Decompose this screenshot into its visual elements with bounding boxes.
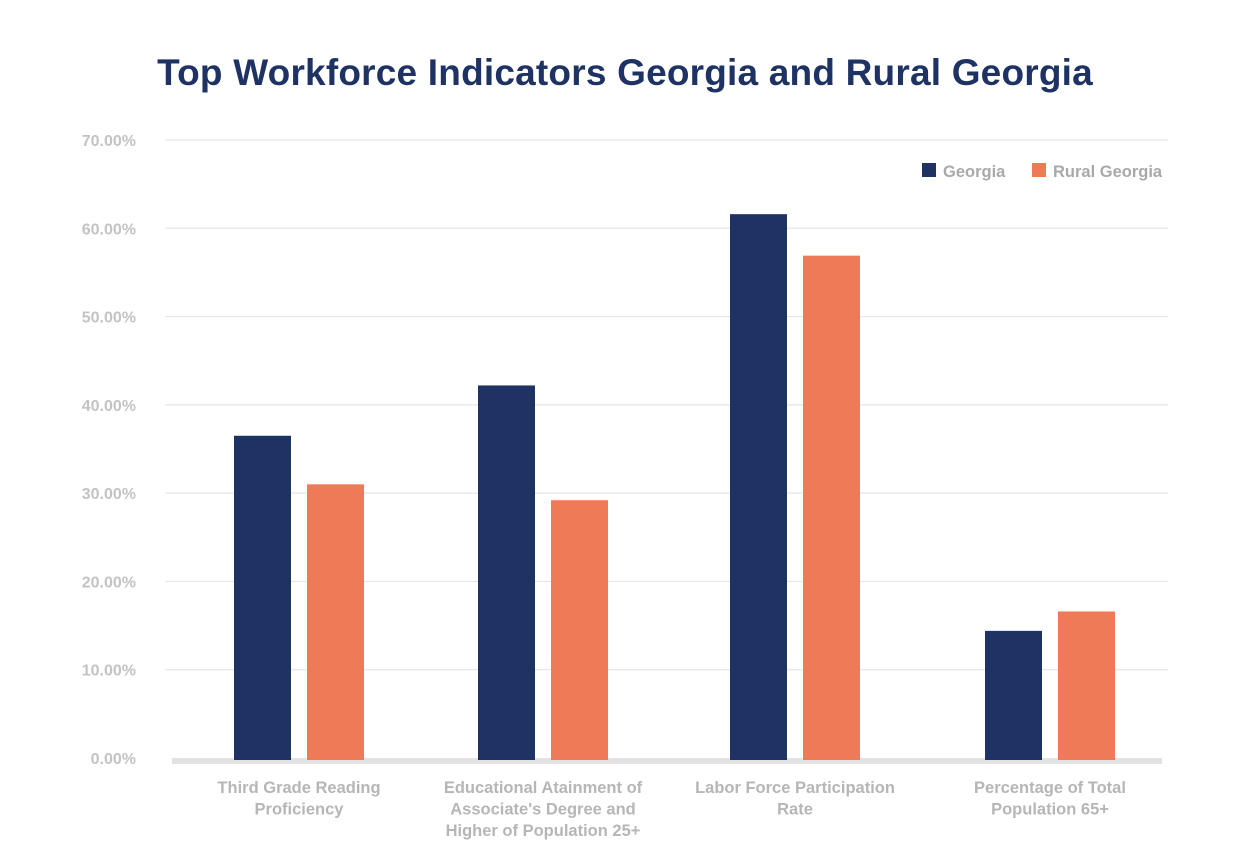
bar-rural-georgia (803, 255, 860, 760)
x-category-label: Percentage of Total (974, 779, 1126, 797)
legend-label-rural-georgia: Rural Georgia (1053, 163, 1163, 181)
y-tick-label: 60.00% (82, 221, 136, 238)
bar-rural-georgia (307, 484, 364, 760)
legend-swatch-georgia (922, 163, 936, 177)
legend-label-georgia: Georgia (943, 163, 1006, 181)
y-tick-label: 70.00% (82, 133, 136, 150)
bar-georgia (985, 630, 1042, 760)
bar-rural-georgia (1058, 611, 1115, 760)
chart-title: Top Workforce Indicators Georgia and Rur… (157, 52, 1093, 93)
bar-georgia (730, 214, 787, 760)
y-tick-label: 30.00% (82, 486, 136, 503)
x-category-label: Rate (777, 801, 813, 819)
y-tick-label: 20.00% (82, 574, 136, 591)
y-tick-label: 0.00% (91, 751, 136, 768)
x-category-label: Labor Force Participation (695, 779, 895, 797)
x-axis-line (172, 758, 1162, 764)
y-tick-label: 50.00% (82, 310, 136, 327)
legend-swatch-rural-georgia (1032, 163, 1046, 177)
x-category-label: Associate's Degree and (450, 801, 636, 819)
bar-rural-georgia (551, 500, 608, 760)
x-category-label: Educational Atainment of (444, 779, 643, 797)
bar-georgia (478, 385, 535, 760)
x-category-label: Population 65+ (991, 801, 1109, 819)
y-tick-label: 40.00% (82, 398, 136, 415)
bar-georgia (234, 435, 291, 760)
x-category-label: Higher of Population 25+ (446, 822, 641, 840)
y-tick-label: 10.00% (82, 663, 136, 680)
x-category-label: Third Grade Reading (217, 779, 380, 797)
x-category-label: Proficiency (255, 801, 345, 819)
